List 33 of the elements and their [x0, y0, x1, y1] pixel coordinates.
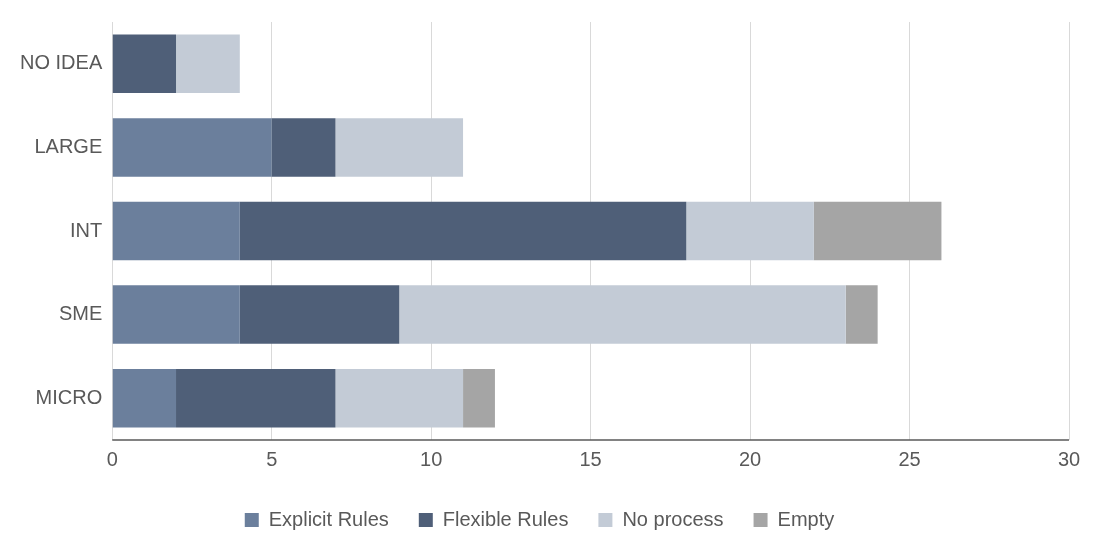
bar — [112, 368, 177, 428]
bar — [112, 34, 177, 94]
bar — [176, 34, 240, 94]
x-tick-label: 0 — [106, 447, 118, 470]
y-tick-label: INT — [70, 218, 103, 241]
bar — [176, 368, 336, 428]
legend-label: Empty — [777, 507, 835, 530]
y-tick-label: MICRO — [35, 385, 103, 408]
y-tick-label: NO IDEA — [19, 51, 103, 74]
x-tick-label: 5 — [266, 447, 278, 470]
bar — [112, 201, 240, 261]
x-tick-label: 15 — [579, 447, 602, 470]
legend-label: No process — [622, 507, 724, 530]
legend-label: Flexible Rules — [442, 507, 569, 530]
bar — [239, 201, 687, 261]
bar — [239, 285, 400, 344]
bar — [463, 368, 495, 428]
bar — [112, 118, 272, 177]
bar — [271, 118, 336, 177]
legend-label: Explicit Rules — [268, 507, 389, 530]
x-tick-label: 10 — [420, 447, 443, 470]
bar — [813, 201, 942, 261]
bar — [335, 118, 464, 177]
bar — [686, 201, 814, 261]
bar — [112, 285, 240, 344]
bar — [845, 285, 878, 344]
x-tick-label: 20 — [738, 447, 762, 470]
bar — [335, 368, 464, 428]
y-tick-label: LARGE — [34, 134, 103, 157]
bar — [399, 285, 846, 344]
x-tick-label: 25 — [898, 447, 921, 470]
y-tick-label: SME — [58, 302, 103, 325]
x-tick-label: 30 — [1057, 447, 1081, 470]
